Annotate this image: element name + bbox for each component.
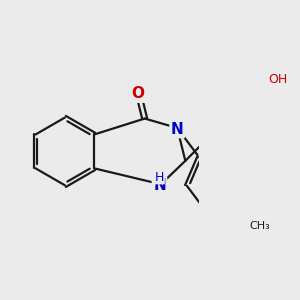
Text: O: O bbox=[132, 86, 145, 101]
Text: N: N bbox=[153, 178, 166, 193]
Text: OH: OH bbox=[268, 74, 288, 86]
Text: N: N bbox=[171, 122, 184, 137]
Text: H: H bbox=[155, 171, 164, 184]
Text: CH₃: CH₃ bbox=[250, 220, 271, 231]
